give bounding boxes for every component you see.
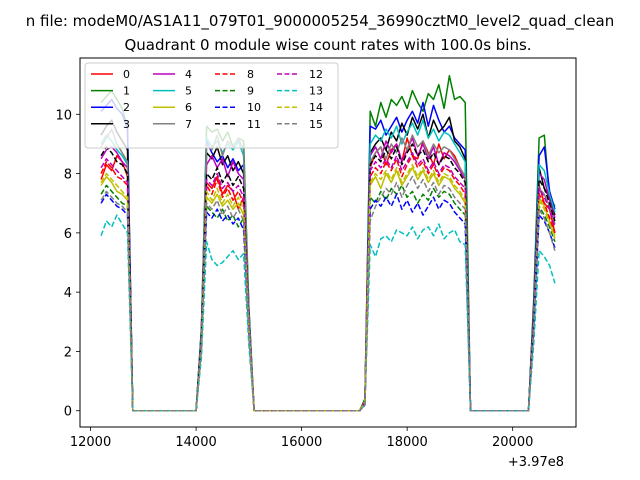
- legend-label-12: 12: [309, 68, 323, 81]
- axes-frame: [79, 57, 577, 428]
- x-tick-label-1: 14000: [175, 435, 216, 450]
- legend-label-0: 0: [123, 68, 130, 81]
- legend-label-2: 2: [123, 101, 130, 114]
- legend-label-1: 1: [123, 85, 130, 98]
- y-tick-label-1: 2: [64, 345, 72, 360]
- y-tick-label-0: 0: [64, 405, 72, 420]
- legend-label-3: 3: [123, 118, 130, 131]
- series-line-15: [100, 175, 556, 412]
- legend-label-8: 8: [247, 68, 254, 81]
- y-tick-label-2: 4: [64, 286, 72, 301]
- figure-suptitle: n file: modeM0/AS1A11_079T01_9000005254_…: [26, 12, 615, 31]
- chart-title: Quadrant 0 module wise count rates with …: [124, 36, 531, 54]
- x-tick-label-2: 16000: [281, 435, 322, 450]
- series-layer: [100, 75, 556, 412]
- x-tick-label-4: 20000: [492, 435, 533, 450]
- y-tick-label-5: 10: [55, 108, 72, 123]
- legend-label-6: 6: [185, 101, 192, 114]
- x-offset-label: +3.97e8: [508, 455, 564, 470]
- legend-label-14: 14: [309, 101, 323, 114]
- y-tick-label-3: 6: [64, 227, 72, 242]
- y-tick-label-4: 8: [64, 168, 72, 183]
- legend-label-10: 10: [247, 101, 261, 114]
- legend-label-4: 4: [185, 68, 192, 81]
- x-tick-label-3: 18000: [386, 435, 427, 450]
- legend-label-5: 5: [185, 85, 192, 98]
- x-tick-label-0: 12000: [70, 435, 111, 450]
- ticks-layer: 12000 14000 16000 18000 20000 0 2 4 6 8 10: [55, 108, 533, 450]
- legend-label-15: 15: [309, 118, 323, 131]
- legend-label-13: 13: [309, 85, 323, 98]
- legend-label-11: 11: [247, 118, 261, 131]
- legend-label-7: 7: [185, 118, 192, 131]
- legend-label-9: 9: [247, 85, 254, 98]
- legend-box: [84, 62, 339, 149]
